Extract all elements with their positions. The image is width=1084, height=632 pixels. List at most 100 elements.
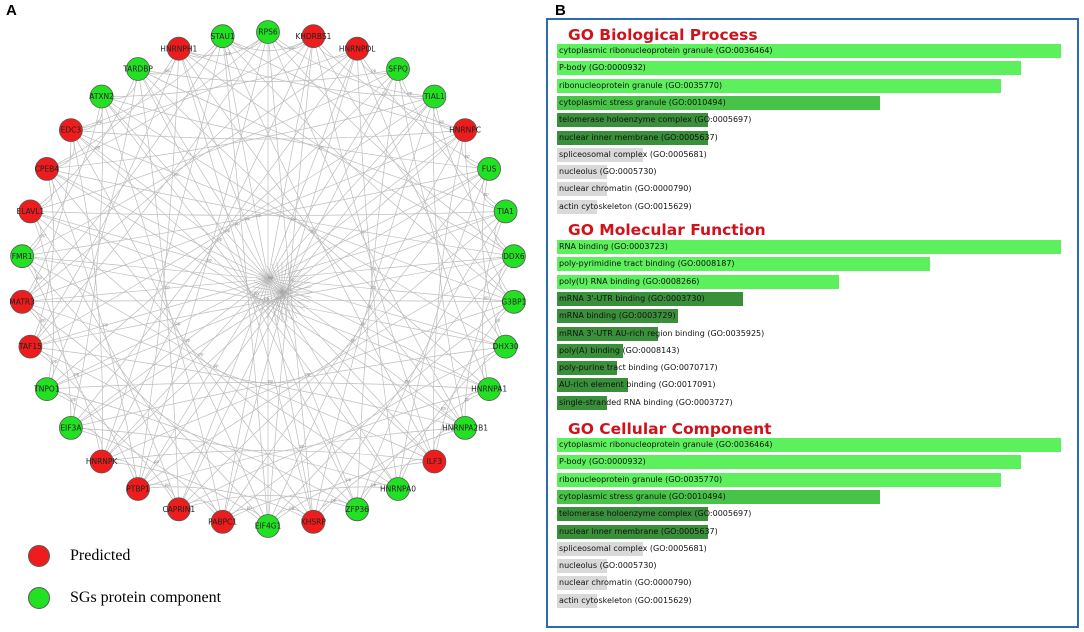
hub-edge <box>266 291 283 319</box>
go-term-bar <box>557 165 607 180</box>
network-edge <box>21 256 72 428</box>
node-label: CPEB4 <box>35 165 60 174</box>
edge-label: pp <box>311 228 317 233</box>
go-term-label: nuclear chromatin (GO:0000790) <box>559 184 692 194</box>
edge-label: pp <box>439 119 445 124</box>
go-term-bar <box>557 361 617 376</box>
edge-label: pp <box>484 192 490 197</box>
go-term-label: single-stranded RNA binding (GO:0003727) <box>559 397 733 407</box>
node-circle <box>10 289 35 314</box>
go-term-bar <box>557 326 658 341</box>
go-term-label: mRNA 3'-UTR AU-rich region binding (GO:0… <box>559 328 765 338</box>
node-label: PABPC1 <box>208 517 237 526</box>
go-term-bar <box>557 309 678 324</box>
go-term-label: ribonucleoprotein granule (GO:0035770) <box>559 474 723 484</box>
hub-edge <box>281 265 298 293</box>
edge-label: pp <box>291 216 297 221</box>
edge-label: pp <box>441 406 447 411</box>
edge-label: pp <box>256 213 262 218</box>
go-term-label: AU-rich element binding (GO:0017091) <box>559 380 716 390</box>
network-node-tardbp: TARDBP <box>122 57 153 81</box>
go-term-bar <box>557 95 880 110</box>
edge-label: pp <box>41 233 47 238</box>
network-edge <box>222 36 314 522</box>
hub-edge <box>281 291 312 298</box>
network-edge <box>30 211 490 390</box>
go-term-bar <box>557 291 743 306</box>
network-edge <box>178 48 466 429</box>
node-label: TAF15 <box>18 342 42 351</box>
node-label: TIA1 <box>496 207 514 216</box>
node-label: EDC3 <box>61 126 82 135</box>
edge-label: pp <box>37 275 43 280</box>
node-circle <box>166 36 191 61</box>
edge-label: pp <box>207 258 213 263</box>
network-edge <box>46 168 514 257</box>
network-edge <box>30 211 55 390</box>
network-node-sfpq: SFPQ <box>386 57 410 81</box>
node-label: HNRNPH1 <box>160 44 197 53</box>
edge-label: pp <box>52 359 58 364</box>
network-node-hnrnpdl: HNRNPDL <box>339 36 376 61</box>
hub-edge <box>281 291 298 319</box>
go-term-label: poly(A) binding (GO:0008143) <box>559 345 680 355</box>
go-section-title: GO Cellular Component <box>568 420 772 438</box>
network-node-tnpo1: TNPO1 <box>33 377 60 402</box>
network-edge <box>46 48 180 170</box>
edge-label: pp <box>185 337 191 342</box>
edge-label: pp <box>165 285 171 290</box>
network-node-hnrnph1: HNRNPH1 <box>160 36 198 61</box>
edge-label: pp <box>74 372 80 377</box>
network-node-elavl1: ELAVL1 <box>16 199 45 224</box>
hub-edge <box>281 281 311 293</box>
network-edge <box>222 36 269 527</box>
edge-label: pp <box>331 497 337 502</box>
network-node-g3bp1: G3BP1 <box>501 289 527 314</box>
node-label: FUS <box>482 165 497 174</box>
node-circle <box>89 84 114 109</box>
go-term-bar <box>557 593 597 608</box>
network-edge <box>30 48 180 347</box>
network-node-ptbp1: PTBP1 <box>126 477 150 501</box>
hub-edge <box>281 286 312 293</box>
edge-label: pp <box>276 295 282 300</box>
go-term-bar <box>557 61 1021 76</box>
network-edge <box>101 461 269 527</box>
hub-edge <box>276 262 283 293</box>
network-edge <box>30 68 139 212</box>
network-node-khsrp: KHSRP <box>301 509 326 534</box>
go-term-label: spliceosomal complex (GO:0005681) <box>559 149 707 159</box>
hub-edge <box>262 291 283 316</box>
node-label: KHDRBS1 <box>295 32 331 41</box>
hub-edge <box>271 291 283 321</box>
network-edge <box>101 450 435 462</box>
edge-label: pp <box>226 51 232 56</box>
network-edge <box>46 168 314 522</box>
go-term-label: P-body (GO:0000932) <box>559 457 646 467</box>
node-circle <box>301 509 326 534</box>
go-term-label: cytoplasmic ribonucleoprotein granule (G… <box>559 46 773 55</box>
node-label: HNRNPC <box>449 126 481 135</box>
network-edge <box>21 301 435 462</box>
node-circle <box>18 199 43 224</box>
node-label: HNRNPK <box>86 457 119 466</box>
network-node-tial1: TIAL1 <box>422 84 447 109</box>
network-node-hnrnpk: HNRNPK <box>86 449 119 474</box>
edge-label: pp <box>268 275 274 280</box>
network-edge <box>70 427 399 490</box>
network-edge <box>137 486 314 523</box>
panel-b-letter: B <box>555 2 566 19</box>
network-node-matr3: MATR3 <box>9 289 35 314</box>
node-label: HNRNPA0 <box>380 485 416 494</box>
node-circle <box>126 57 150 81</box>
node-label: DHX30 <box>493 342 519 351</box>
network-edge <box>178 495 358 510</box>
edge-label: pp <box>351 337 357 342</box>
node-circle <box>386 57 410 81</box>
edge-label: pp <box>254 291 260 296</box>
hub-edge <box>252 291 283 298</box>
network-edge <box>222 36 435 462</box>
go-term-bar <box>557 576 607 591</box>
network-node-cpeb4: CPEB4 <box>35 156 60 181</box>
edge-label: pp <box>95 145 101 150</box>
